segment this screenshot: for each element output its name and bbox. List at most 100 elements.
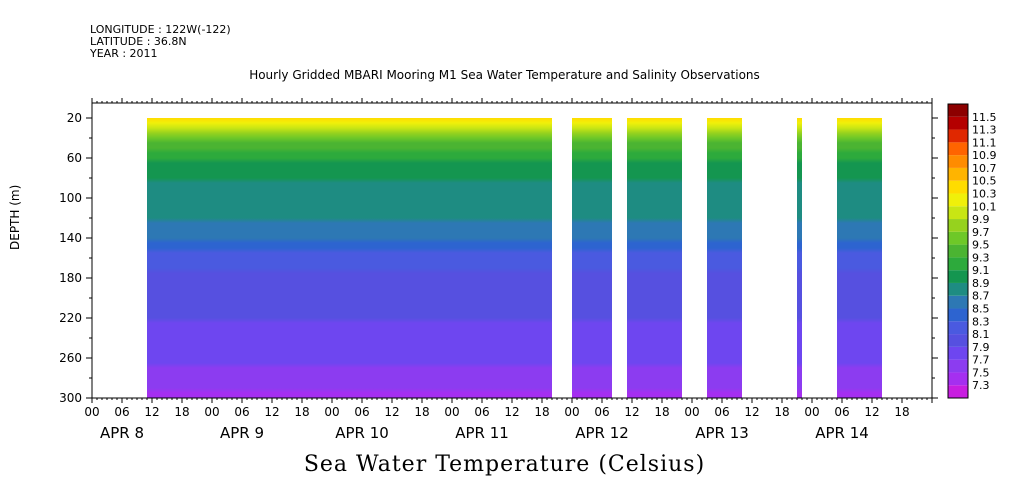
colorbar-swatch (948, 308, 968, 322)
colorbar-swatch (948, 346, 968, 360)
x-tick-label: 06 (234, 405, 249, 419)
longitude-label: LONGITUDE : 122W(-122) (90, 23, 231, 36)
data-segment (572, 118, 612, 398)
colorbar-label: 11.3 (972, 124, 997, 137)
colorbar-label: 7.7 (972, 354, 990, 367)
x-tick-label: 12 (624, 405, 639, 419)
x-tick-label: 00 (684, 405, 699, 419)
y-tick-label: 140 (59, 231, 82, 245)
x-tick-label: 18 (534, 405, 549, 419)
y-tick-label: 100 (59, 191, 82, 205)
chart-title: Hourly Gridded MBARI Mooring M1 Sea Wate… (249, 68, 760, 82)
x-tick-label: 06 (354, 405, 369, 419)
day-label: APR 9 (220, 424, 264, 442)
colorbar-label: 9.9 (972, 213, 990, 226)
x-tick-label: 12 (384, 405, 399, 419)
colorbar-swatch (948, 244, 968, 258)
colorbar-label: 8.9 (972, 277, 990, 290)
colorbar-label: 11.5 (972, 111, 997, 124)
colorbar-swatch (948, 321, 968, 335)
x-tick-label: 18 (414, 405, 429, 419)
colorbar-label: 9.7 (972, 226, 990, 239)
colorbar-label: 10.1 (972, 200, 997, 213)
data-segment (147, 118, 552, 398)
x-tick-label: 06 (474, 405, 489, 419)
colorbar-label: 7.5 (972, 366, 990, 379)
x-tick-label: 00 (444, 405, 459, 419)
colorbar-swatch (948, 180, 968, 194)
x-tick-label: 12 (864, 405, 879, 419)
colorbar-label: 10.5 (972, 175, 997, 188)
colorbar-swatch (948, 231, 968, 245)
colorbar-swatch (948, 359, 968, 373)
colorbar-label: 11.1 (972, 136, 997, 149)
colorbar-label: 10.9 (972, 149, 997, 162)
colorbar-label: 9.5 (972, 239, 990, 252)
colorbar-swatch (948, 193, 968, 207)
x-tick-label: 06 (594, 405, 609, 419)
colorbar-swatch (948, 206, 968, 220)
colorbar-label: 8.1 (972, 328, 990, 341)
colorbar-label: 8.7 (972, 290, 990, 303)
x-tick-label: 00 (804, 405, 819, 419)
data-segment (707, 118, 742, 398)
colorbar-swatch (948, 270, 968, 283)
x-tick-label: 06 (714, 405, 729, 419)
y-tick-label: 260 (59, 351, 82, 365)
colorbar-swatch (948, 334, 968, 347)
x-tick-label: 06 (114, 405, 129, 419)
colorbar-swatch (948, 142, 968, 156)
data-segment (837, 118, 882, 398)
x-tick-label: 18 (174, 405, 189, 419)
x-tick-label: 12 (264, 405, 279, 419)
y-tick-label: 20 (67, 111, 82, 125)
day-label: APR 10 (335, 424, 389, 442)
colorbar-label: 8.3 (972, 315, 990, 328)
colorbar-swatch (948, 104, 968, 117)
colorbar-swatch (948, 282, 968, 296)
y-tick-label: 60 (67, 151, 82, 165)
colorbar-title: Sea Water Temperature (Celsius) (303, 452, 706, 477)
x-tick-label: 12 (504, 405, 519, 419)
x-tick-label: 18 (894, 405, 909, 419)
day-label: APR 13 (695, 424, 749, 442)
latitude-label: LATITUDE : 36.8N (90, 35, 187, 48)
x-tick-label: 12 (744, 405, 759, 419)
x-tick-label: 06 (834, 405, 849, 419)
colorbar-label: 8.5 (972, 303, 990, 316)
day-label: APR 14 (815, 424, 869, 442)
day-label: APR 8 (100, 424, 144, 442)
colorbar-swatch (948, 372, 968, 386)
y-tick-label: 220 (59, 311, 82, 325)
y-axis-label: DEPTH (m) (8, 184, 22, 250)
x-tick-label: 18 (774, 405, 789, 419)
colorbar-label: 7.9 (972, 341, 990, 354)
year-label: YEAR : 2011 (90, 47, 158, 60)
colorbar-swatch (948, 385, 968, 398)
coordinates-block: LONGITUDE : 122W(-122) LATITUDE : 36.8N … (90, 24, 231, 60)
y-tick-label: 300 (59, 391, 82, 405)
colorbar-swatch (948, 129, 968, 143)
x-tick-label: 00 (324, 405, 339, 419)
colorbar-swatch (948, 295, 968, 309)
x-tick-label: 12 (144, 405, 159, 419)
day-label: APR 12 (575, 424, 629, 442)
x-tick-label: 18 (654, 405, 669, 419)
day-label: APR 11 (455, 424, 509, 442)
colorbar-label: 10.7 (972, 162, 997, 175)
x-tick-label: 00 (204, 405, 219, 419)
colorbar-swatch (948, 167, 968, 181)
colorbar-swatch (948, 219, 968, 232)
colorbar-label: 9.1 (972, 264, 990, 277)
x-tick-label: 18 (294, 405, 309, 419)
x-tick-label: 00 (564, 405, 579, 419)
colorbar-swatch (948, 155, 968, 168)
colorbar-swatch (948, 257, 968, 271)
data-segment (797, 118, 802, 398)
y-tick-label: 180 (59, 271, 82, 285)
colorbar-label: 7.3 (972, 379, 990, 392)
data-segment (627, 118, 682, 398)
colorbar-label: 10.3 (972, 187, 997, 200)
colorbar-label: 9.3 (972, 251, 990, 264)
